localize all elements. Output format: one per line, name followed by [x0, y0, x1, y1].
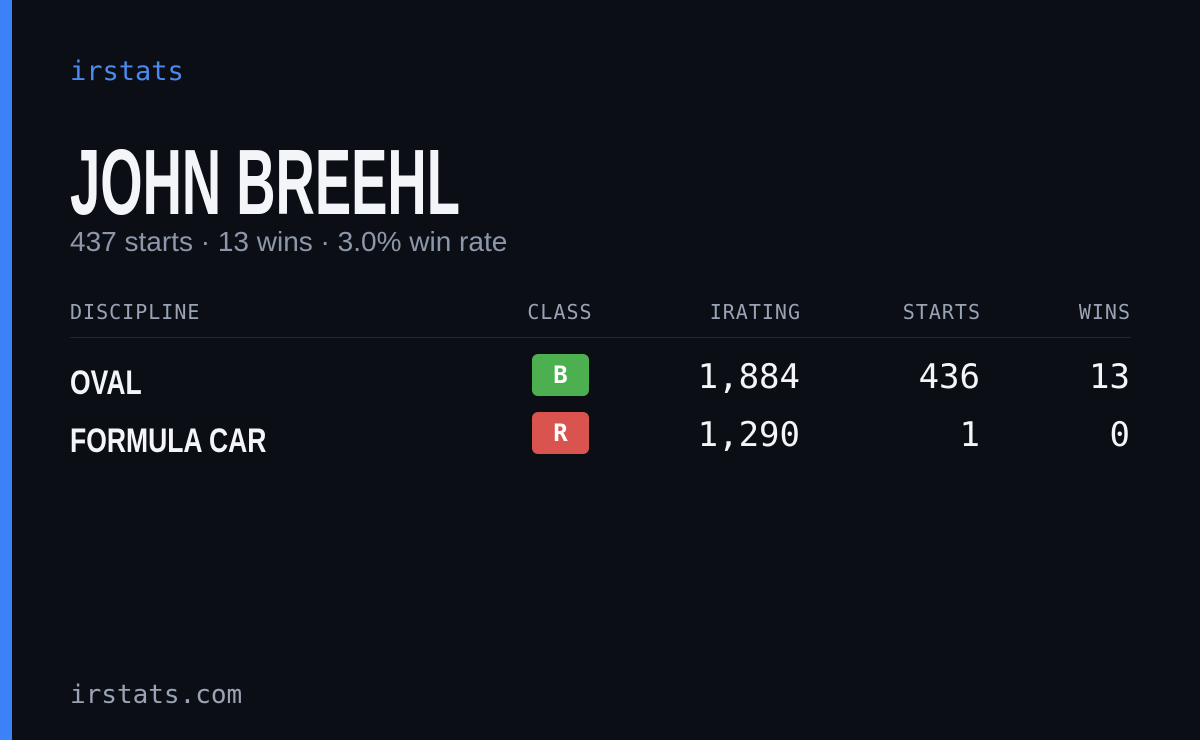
- column-header: IRATING: [709, 300, 801, 324]
- class-badge: B: [532, 354, 589, 396]
- driver-name: JOHN BREEHL: [70, 130, 460, 234]
- wins: 0: [1109, 415, 1130, 455]
- irating: 1,884: [697, 357, 800, 397]
- starts: 436: [918, 357, 980, 397]
- accent-bar: [0, 0, 12, 740]
- column-header: DISCIPLINE: [70, 300, 201, 324]
- irating: 1,290: [697, 415, 800, 455]
- column-header: STARTS: [902, 300, 981, 324]
- brand: irstats: [70, 56, 184, 87]
- starts: 1: [959, 415, 980, 455]
- column-header: CLASS: [527, 300, 593, 324]
- discipline: FORMULA CAR: [70, 422, 267, 460]
- discipline: OVAL: [70, 364, 142, 402]
- footer-url: irstats.com: [70, 680, 243, 710]
- divider: [70, 337, 1131, 338]
- class-badge: R: [532, 412, 589, 454]
- summary: 437 starts · 13 wins · 3.0% win rate: [70, 226, 508, 257]
- wins: 13: [1089, 357, 1130, 397]
- column-header: WINS: [1078, 300, 1131, 324]
